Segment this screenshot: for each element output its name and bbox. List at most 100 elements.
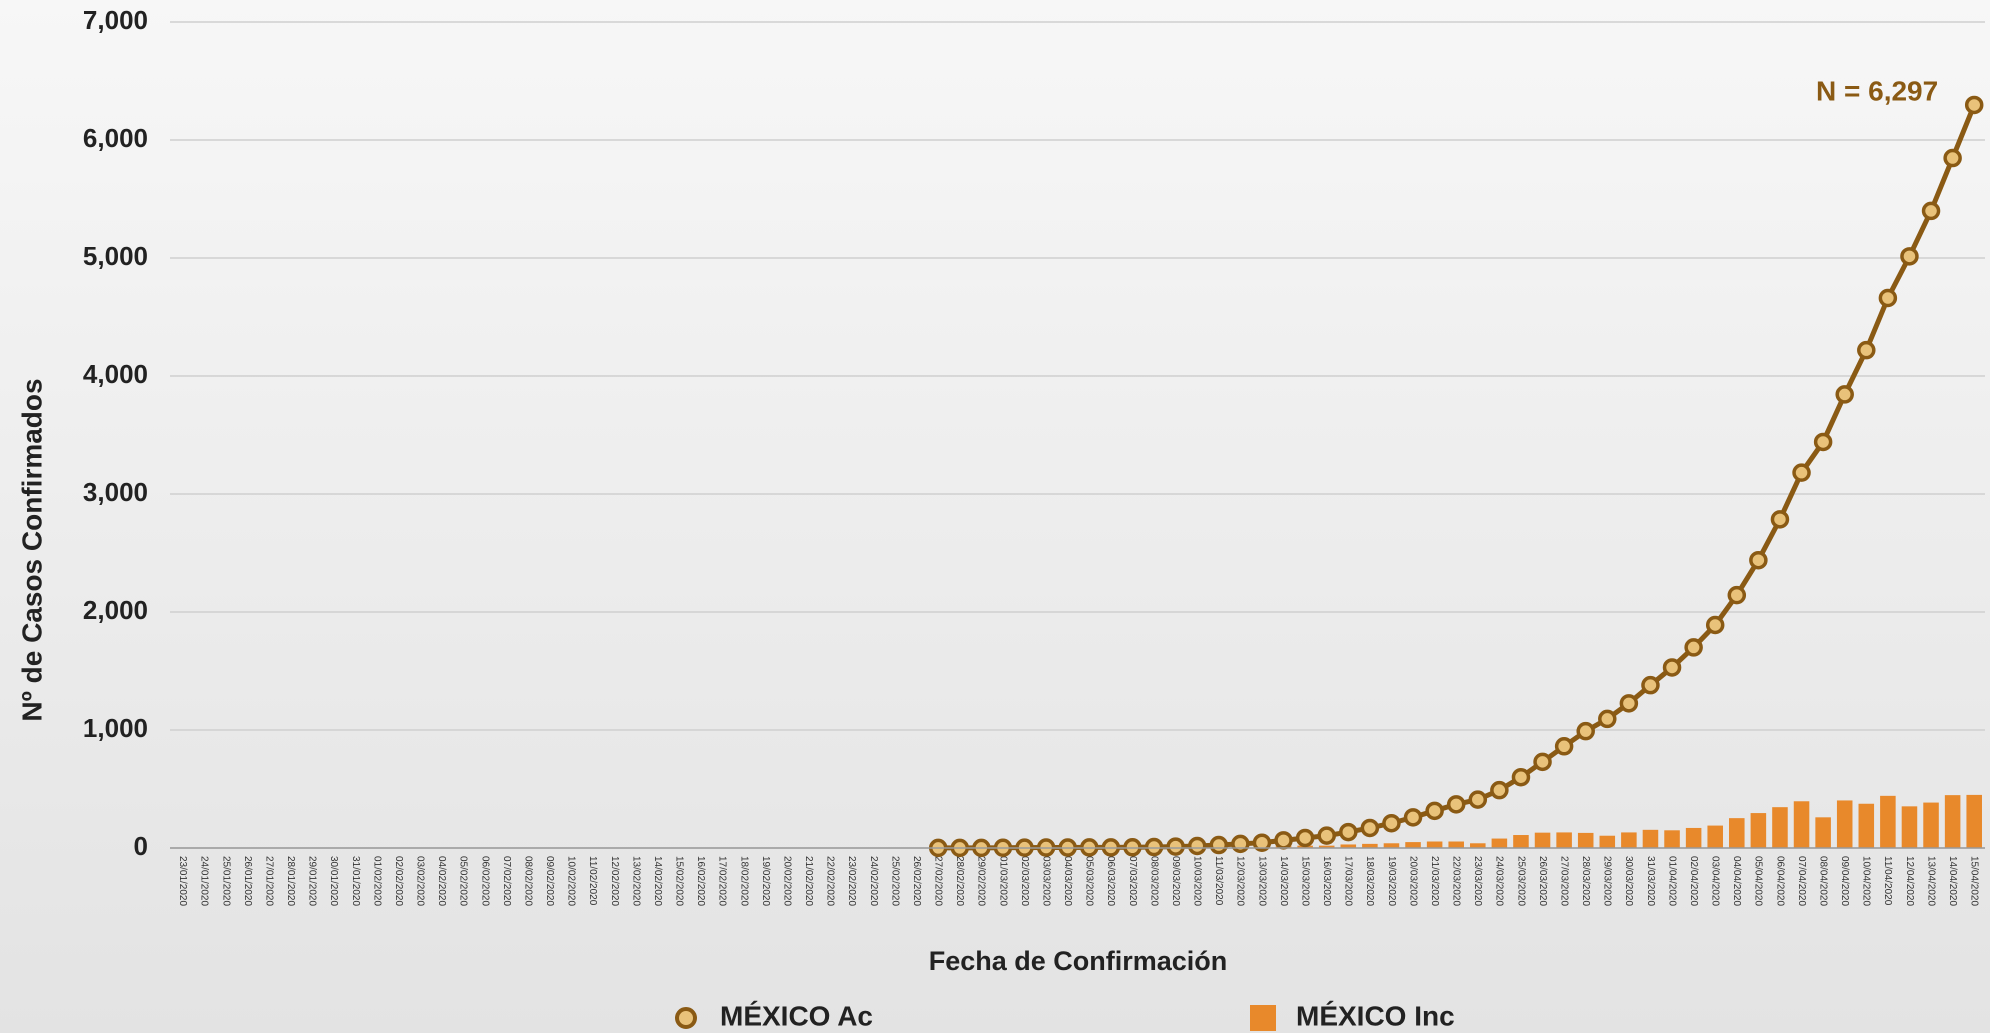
x-tick-label: 11/03/2020 [1213,856,1224,906]
line-marker [1813,432,1833,452]
x-tick-label: 20/02/2020 [781,856,792,906]
x-tick-label: 29/01/2020 [307,856,318,906]
x-tick-label: 06/02/2020 [479,856,490,906]
x-tick-label: 14/03/2020 [1278,856,1289,906]
bar [1901,806,1918,848]
y-tick-label: 5,000 [83,241,148,271]
line-marker [1857,340,1876,360]
x-tick-label: 13/02/2020 [630,856,641,906]
x-tick-label: 30/01/2020 [328,856,339,906]
legend-marker [675,1007,697,1029]
bar [1858,803,1875,848]
x-tick-label: 01/02/2020 [371,856,382,906]
line-marker [1554,737,1574,756]
legend-marker [1250,1005,1276,1031]
line-marker [1425,801,1444,821]
x-tick-label: 24/02/2020 [868,856,879,906]
bar [1664,830,1680,848]
line-marker [1252,833,1272,852]
legend-label: MÉXICO Inc [1296,1000,1455,1031]
bar [1491,838,1508,848]
x-tick-label: 27/01/2020 [263,856,274,906]
x-tick-label: 16/03/2020 [1321,856,1332,906]
x-tick-label: 01/04/2020 [1666,856,1677,906]
x-tick-label: 14/04/2020 [1947,856,1958,906]
x-tick-label: 06/03/2020 [1105,856,1116,906]
x-tick-label: 10/03/2020 [1192,856,1203,906]
line-marker [1360,818,1380,838]
x-tick-label: 05/03/2020 [1084,856,1095,906]
x-tick-label: 08/03/2020 [1148,856,1159,906]
line-marker [1274,831,1293,850]
x-tick-label: 28/01/2020 [285,856,296,906]
x-tick-label: 22/02/2020 [825,856,836,906]
line-marker [1209,835,1229,855]
y-tick-label: 1,000 [83,713,148,743]
x-tick-label: 12/04/2020 [1904,856,1915,906]
line-marker [1295,828,1315,848]
y-tick-label: 2,000 [83,595,148,625]
x-tick-label: 10/02/2020 [566,856,577,906]
bar [1426,841,1443,848]
line-marker [1144,837,1164,857]
bar [1707,825,1723,848]
x-tick-label: 09/03/2020 [1170,856,1181,906]
bar [1642,829,1659,848]
line-marker [1468,790,1488,809]
x-tick-label: 05/02/2020 [458,856,469,906]
x-tick-label: 10/04/2020 [1861,856,1872,906]
x-tick-label: 26/01/2020 [242,856,253,906]
bar [1729,818,1745,848]
bar [1880,795,1896,848]
y-tick-label: 0 [134,831,148,861]
x-tick-label: 24/01/2020 [199,856,210,906]
bar [1362,843,1378,848]
x-tick-label: 25/01/2020 [220,856,231,906]
x-tick-label: 15/03/2020 [1299,856,1310,906]
x-tick-label: 29/02/2020 [976,856,987,906]
line-marker [1598,709,1617,729]
x-tick-label: 21/02/2020 [803,856,814,906]
x-tick-label: 17/03/2020 [1343,856,1354,906]
x-tick-label: 26/03/2020 [1537,856,1548,906]
x-tick-label: 03/02/2020 [415,856,426,906]
y-tick-label: 6,000 [83,123,148,153]
x-tick-label: 06/04/2020 [1774,856,1785,906]
y-axis-label: Nº de Casos Confirmados [16,378,47,721]
x-tick-label: 16/02/2020 [695,856,706,906]
x-tick-label: 30/03/2020 [1623,856,1634,906]
x-axis-label: Fecha de Confirmación [929,946,1228,976]
line-marker [1792,463,1811,482]
x-tick-label: 04/02/2020 [436,856,447,906]
line-marker [1576,721,1595,741]
x-tick-label: 27/02/2020 [933,856,944,906]
x-tick-label: 04/04/2020 [1731,856,1742,906]
line-marker [1835,385,1854,404]
x-tick-label: 18/03/2020 [1364,856,1375,906]
bar [1405,842,1421,848]
bar [1383,843,1400,848]
line-marker [1749,550,1768,570]
line-marker [1231,834,1250,854]
x-tick-label: 25/03/2020 [1515,856,1526,906]
x-tick-label: 08/02/2020 [522,856,533,906]
line-marker [1533,752,1552,772]
x-tick-label: 12/03/2020 [1235,856,1246,906]
x-tick-label: 15/02/2020 [674,856,685,906]
line-marker [1446,795,1466,814]
line-marker [1770,510,1790,529]
bar [1793,801,1810,848]
bar [1599,835,1616,848]
x-tick-label: 29/03/2020 [1602,856,1613,906]
bar [1836,800,1853,848]
bar [1621,832,1637,848]
line-marker [1490,780,1509,800]
bar [1513,835,1529,848]
line-marker [1921,201,1941,221]
x-tick-label: 25/02/2020 [889,856,900,906]
bar [1772,807,1788,848]
x-tick-label: 20/03/2020 [1407,856,1418,906]
bar [1944,795,1961,848]
